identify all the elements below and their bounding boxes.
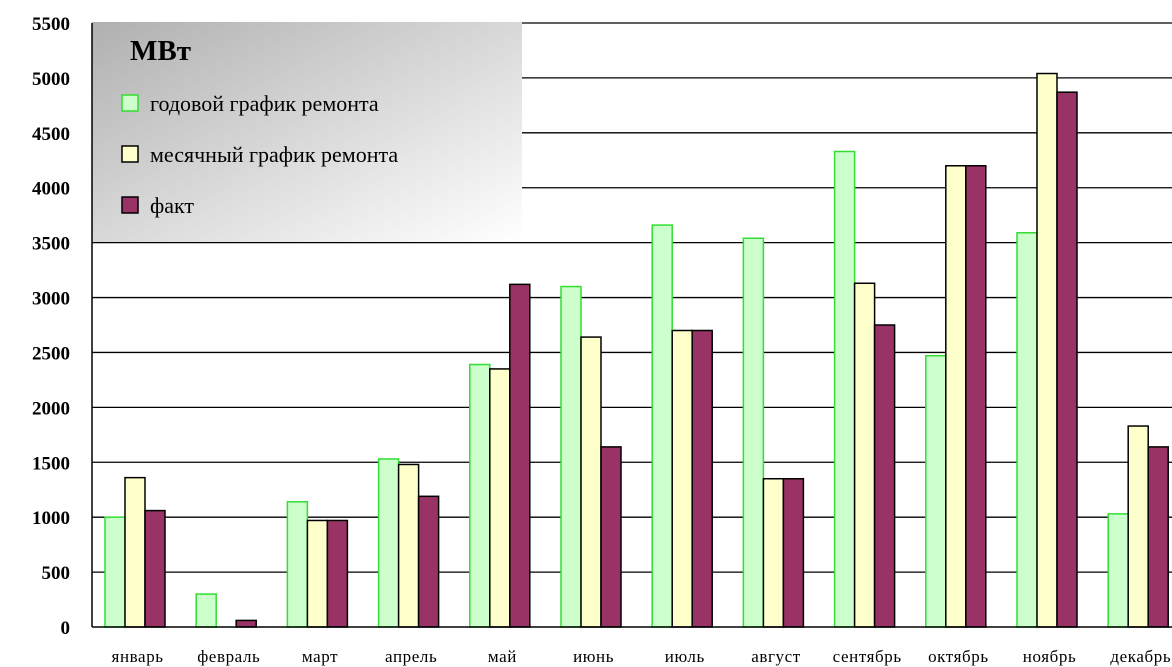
- legend-label: годовой график ремонта: [150, 91, 379, 116]
- bar-3-июнь: [600, 446, 622, 628]
- y-tick-label: 4000: [32, 179, 70, 200]
- bar-3-май: [509, 283, 531, 628]
- y-tick-label: 5500: [32, 14, 70, 35]
- bar-1-апрель: [377, 458, 400, 628]
- bar-1-декабрь: [1107, 513, 1129, 628]
- bar-1-сентябрь: [833, 150, 856, 628]
- legend-label: месячный график ремонта: [150, 142, 398, 167]
- legend-swatch: [121, 196, 139, 214]
- y-tick-label: 3000: [32, 289, 70, 310]
- bar-3-август: [782, 477, 805, 628]
- x-tick-label: сентябрь: [833, 647, 902, 666]
- y-tick-label: 1500: [32, 453, 70, 474]
- x-tick-label: декабрь: [1110, 647, 1171, 666]
- axes: [91, 23, 1172, 628]
- bar-2-июнь: [580, 336, 602, 628]
- x-tick-label: август: [751, 647, 801, 666]
- x-tick-label: октябрь: [928, 647, 989, 666]
- bar-2-июль: [671, 329, 693, 628]
- y-tick-label: 2000: [32, 398, 70, 419]
- y-tick-label: 2500: [32, 343, 70, 364]
- bar-2-март: [306, 519, 329, 628]
- bar-2-ноябрь: [1036, 72, 1058, 628]
- bar-2-апрель: [397, 463, 420, 628]
- bar-1-январь: [104, 516, 126, 628]
- bar-3-ноябрь: [1056, 91, 1078, 628]
- y-tick-label: 1000: [32, 508, 70, 529]
- bar-3-июль: [691, 329, 713, 628]
- bar-3-сентябрь: [873, 324, 896, 628]
- bar-1-май: [469, 363, 491, 628]
- x-axis-ticks: январь февраль март апрель май июнь июль август…: [112, 647, 1171, 666]
- unit-label: МВт: [130, 35, 191, 67]
- legend-swatch: [121, 145, 139, 163]
- x-tick-label: июль: [665, 647, 705, 666]
- bar-1-ноябрь: [1016, 232, 1038, 628]
- bar-2-октябрь: [945, 165, 967, 628]
- bar-2-январь: [124, 476, 146, 628]
- y-tick-label: 4500: [32, 124, 70, 145]
- bar-3-декабрь: [1147, 446, 1169, 628]
- x-tick-label: март: [302, 647, 338, 666]
- x-tick-label: январь: [112, 647, 164, 666]
- y-axis-ticks: 0 500 1000 1500 2000 2500 3000 3500 4000 4500 5000…: [32, 14, 70, 639]
- bar-2-август: [762, 477, 785, 628]
- x-tick-label: май: [488, 647, 517, 666]
- bar-3-апрель: [417, 495, 440, 628]
- bars: [104, 72, 1169, 628]
- y-tick-label: 500: [42, 563, 71, 584]
- legend-background: [92, 22, 522, 242]
- bar-2-май: [489, 368, 511, 628]
- x-tick-label: февраль: [197, 647, 260, 666]
- bar-3-март: [326, 519, 349, 628]
- legend-items: годовой график ремонта месячный график ре…: [121, 91, 398, 218]
- bar-3-январь: [144, 509, 166, 628]
- legend-swatch: [121, 94, 139, 112]
- bar-1-август: [742, 237, 765, 628]
- y-tick-label: 5000: [32, 69, 70, 90]
- y-tick-label: 3500: [32, 234, 70, 255]
- bar-1-июль: [651, 224, 673, 628]
- x-tick-label: июнь: [573, 647, 614, 666]
- y-tick-label: 0: [61, 618, 71, 639]
- legend: МВт годовой график ремонта месячный графи…: [92, 22, 522, 242]
- x-tick-label: апрель: [385, 647, 437, 666]
- bar-1-февраль: [195, 593, 217, 628]
- bar-1-июнь: [560, 285, 582, 628]
- legend-label: факт: [150, 193, 194, 218]
- bar-2-декабрь: [1127, 425, 1149, 628]
- bar-1-март: [286, 501, 309, 628]
- bar-3-октябрь: [965, 165, 987, 628]
- bar-2-сентябрь: [853, 282, 876, 628]
- x-tick-label: ноябрь: [1023, 647, 1077, 666]
- bar-3-февраль: [235, 619, 257, 628]
- bar-1-октябрь: [925, 354, 947, 628]
